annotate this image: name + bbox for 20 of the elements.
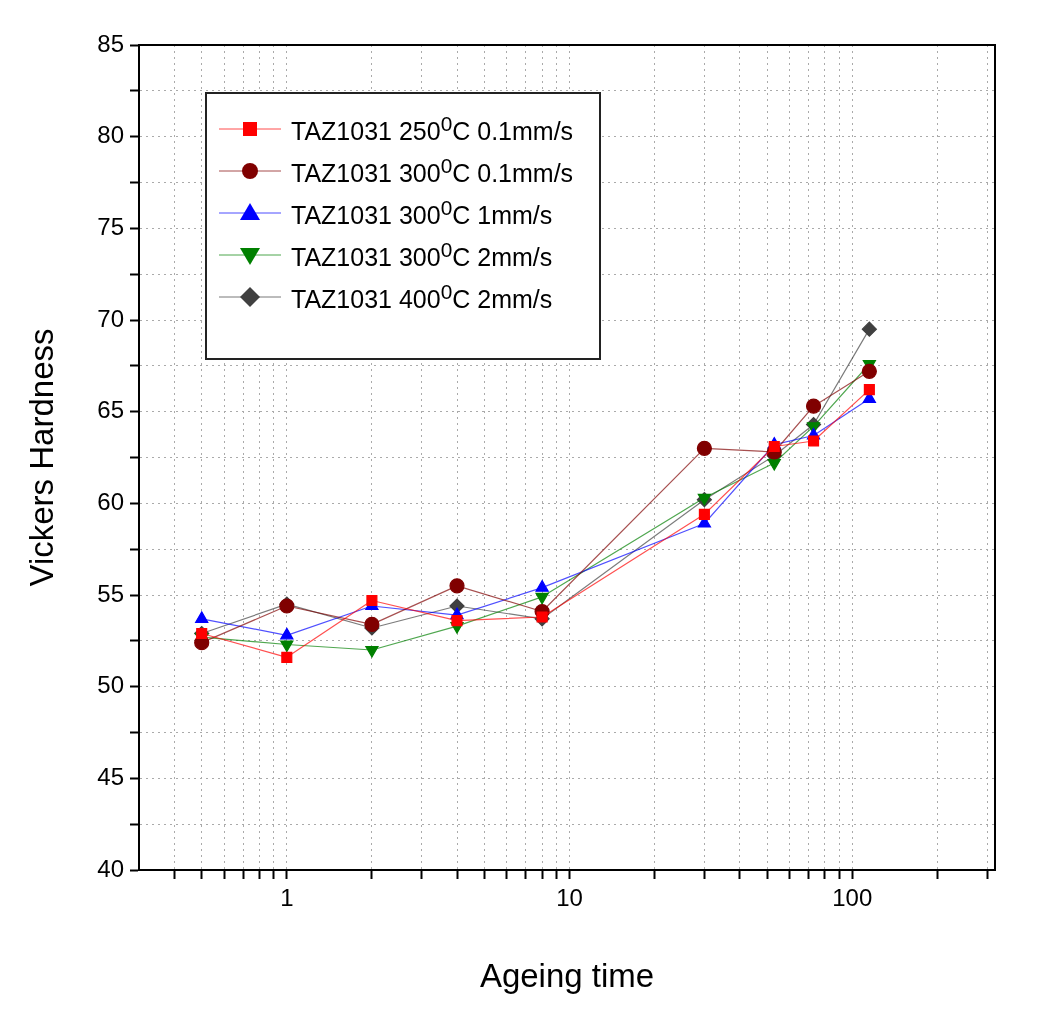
legend-label: TAZ1031 300$^{0}$C 2mm/s (291, 237, 553, 273)
x-tick-label: 1 (280, 884, 294, 912)
y-tick-label: 75 (97, 212, 124, 240)
x-tick-label: 10 (556, 884, 583, 912)
legend-label: TAZ1031 300$^{0}$C 1mm/s (291, 195, 553, 231)
y-tick-label: 60 (97, 487, 124, 515)
y-axis-title: Vickers Hardness (22, 328, 60, 587)
y-tick-label: 65 (97, 396, 124, 424)
legend-label: TAZ1031 250$^{0}$C 0.1mm/s (291, 111, 574, 147)
y-tick-label: 70 (97, 304, 124, 332)
y-tick-label: 55 (97, 579, 124, 607)
legend-label: TAZ1031 300$^{0}$C 0.1mm/s (291, 153, 574, 189)
x-axis-title: Ageing time (479, 957, 655, 995)
y-tick-label: 50 (97, 671, 124, 699)
y-tick-label: 85 (97, 29, 124, 57)
x-tick-label: 100 (832, 884, 873, 912)
y-tick-label: 40 (97, 854, 124, 882)
y-tick-label: 80 (97, 121, 124, 149)
legend-label: TAZ1031 400$^{0}$C 2mm/s (291, 279, 553, 315)
y-tick-label: 45 (97, 762, 124, 790)
